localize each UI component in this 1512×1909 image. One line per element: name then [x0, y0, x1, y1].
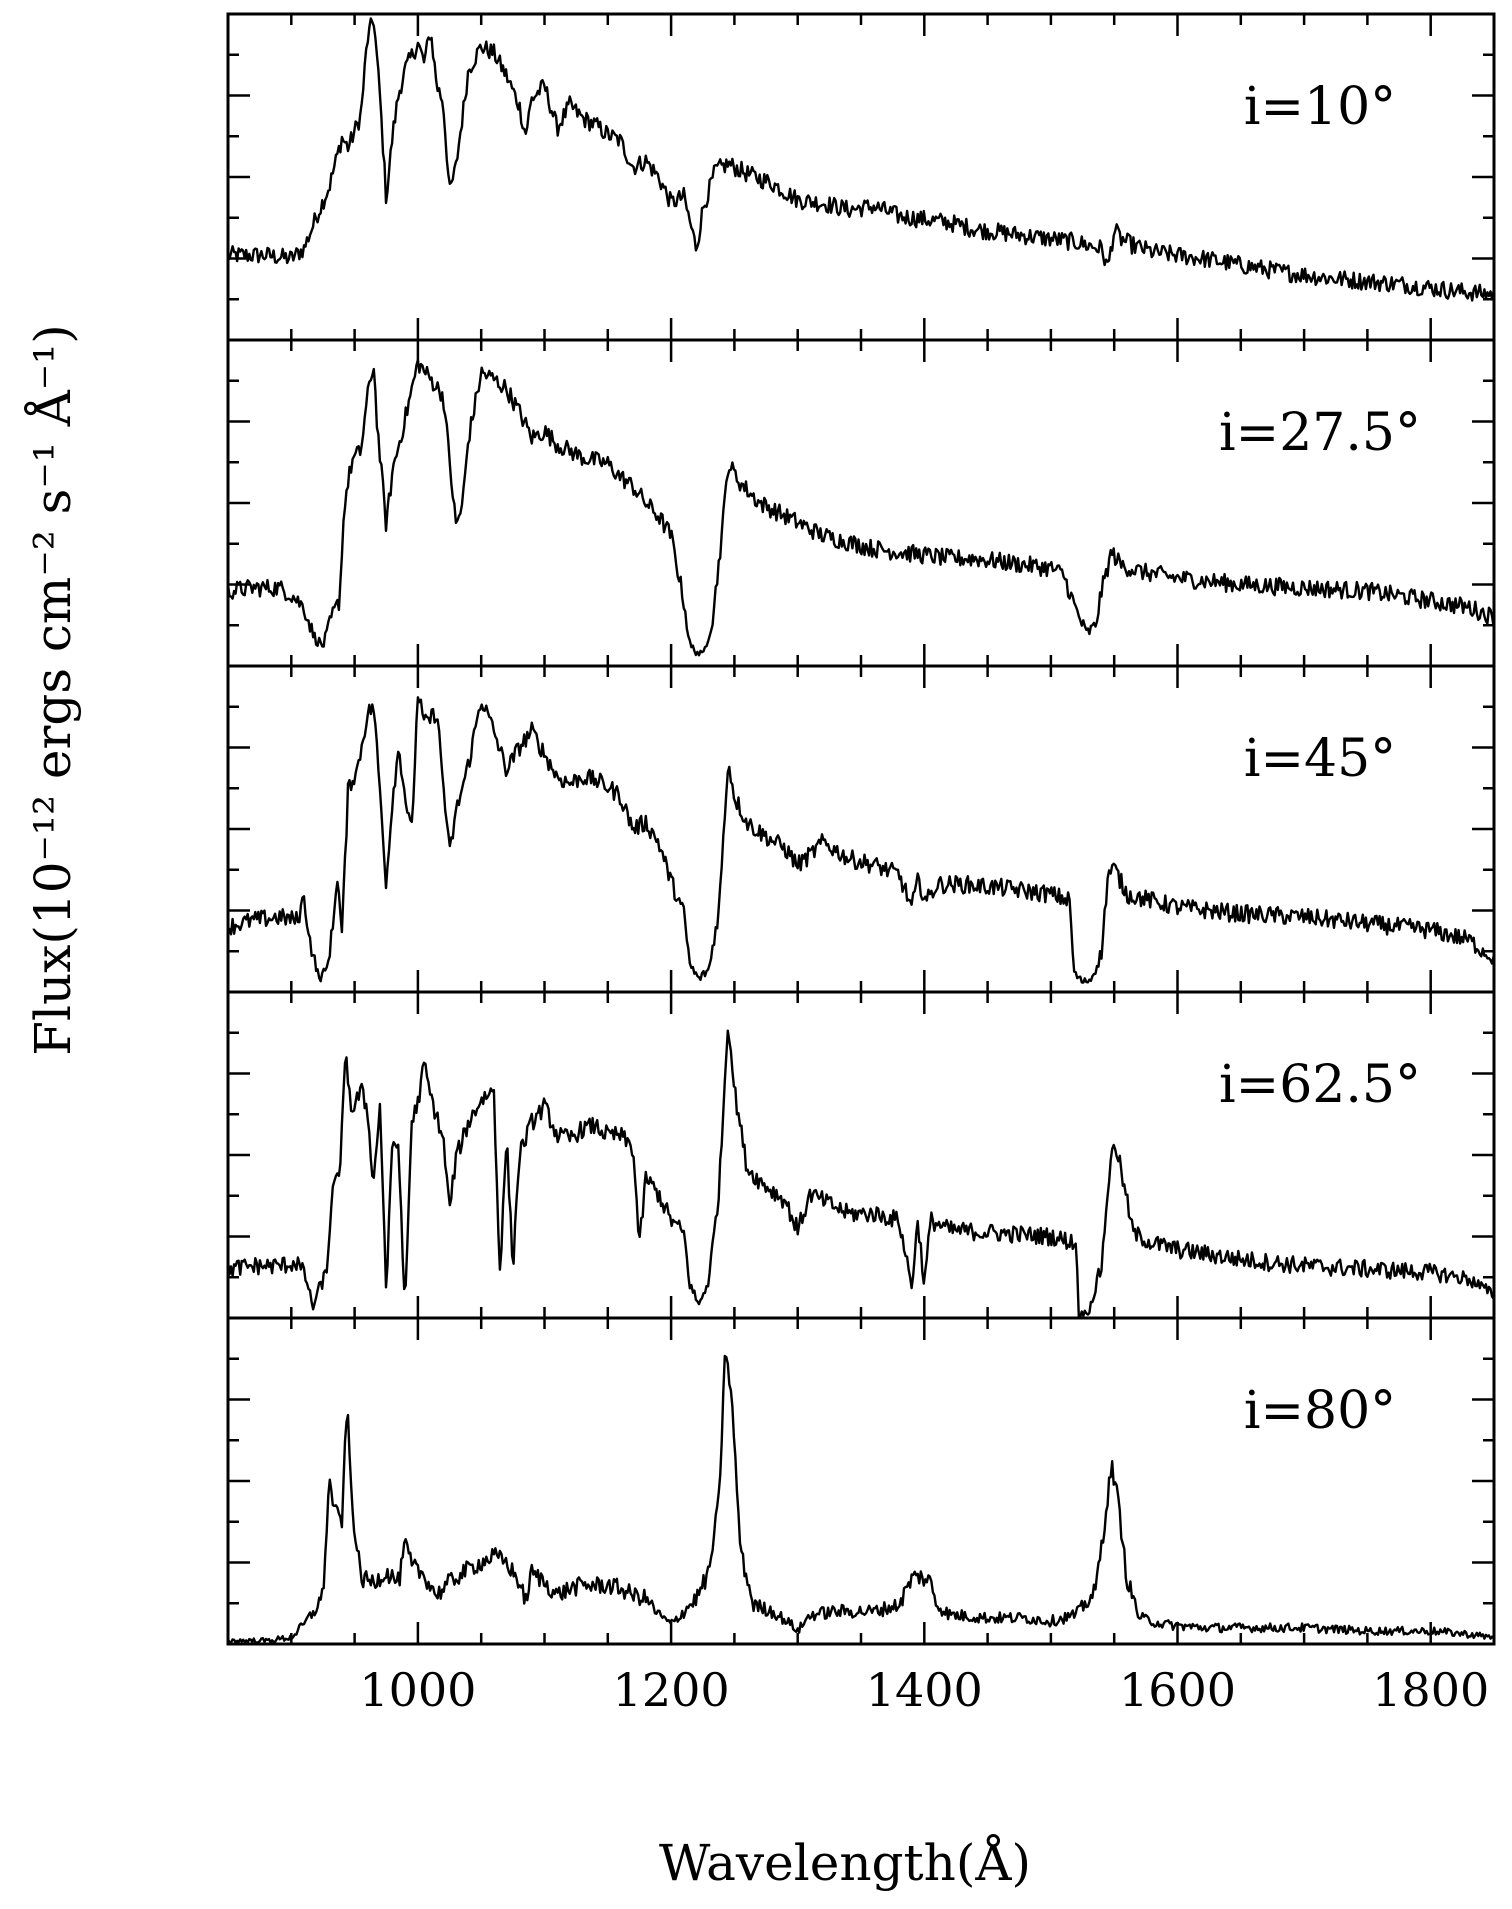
- panel-label: i=62.5°: [1219, 1055, 1421, 1115]
- panel-label: i=27.5°: [1219, 403, 1421, 463]
- x-axis-title: Wavelength(Å): [659, 1833, 1031, 1892]
- panel-label: i=45°: [1244, 729, 1396, 789]
- panel-5: i=80°: [226, 1316, 1496, 1646]
- panel-frame: [226, 338, 1496, 668]
- spectrum-line: [226, 1029, 1495, 1318]
- x-tick-label: 1600: [1119, 1663, 1236, 1717]
- panel-4: i=62.5°: [226, 990, 1496, 1320]
- x-tick-label: 1800: [1372, 1663, 1489, 1717]
- x-tick-labels: 1000 1200 1400 1600 1800: [359, 1663, 1489, 1717]
- panel-frame: [226, 1316, 1496, 1646]
- y-axis-title: Flux(10⁻¹² ergs cm⁻² s⁻¹ Å⁻¹): [23, 324, 82, 1055]
- panel-1: i=10°: [226, 12, 1496, 342]
- spectrum-line: [227, 696, 1495, 984]
- x-tick-label: 1000: [359, 1663, 476, 1717]
- panel-frame: [226, 12, 1496, 342]
- panel-label: i=80°: [1244, 1381, 1396, 1441]
- x-tick-label: 1200: [613, 1663, 730, 1717]
- panel-2: i=27.5°: [226, 338, 1496, 668]
- panel-3: i=45°: [226, 664, 1496, 994]
- spectra-panels: i=10° i=27.5° i=45° i=62.5° i=80°: [226, 12, 1496, 1646]
- spectrum-line: [226, 358, 1495, 657]
- spectrum-line: [226, 17, 1495, 302]
- x-tick-label: 1400: [866, 1663, 983, 1717]
- panel-label: i=10°: [1244, 77, 1396, 137]
- spectrum-line: [226, 1354, 1495, 1644]
